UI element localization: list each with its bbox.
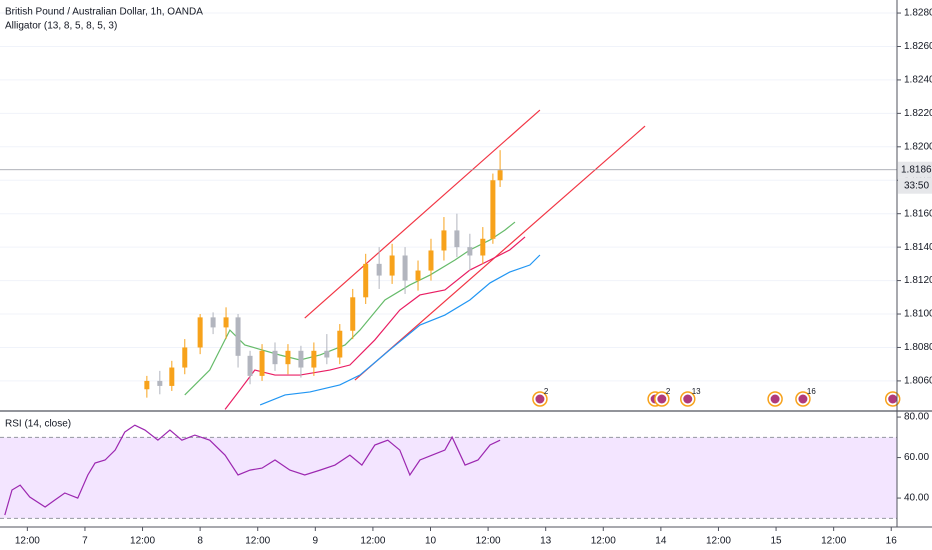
x-tick-label: 12:00 (476, 536, 501, 547)
x-tick-label: 12:00 (821, 536, 846, 547)
event-flag (770, 394, 780, 404)
candle-body (376, 263, 382, 276)
x-tick-label: 14 (655, 536, 667, 547)
countdown: 33:50 (904, 180, 929, 191)
candle-body (298, 350, 304, 368)
y-tick-label: 1.80600 (904, 376, 932, 387)
x-tick-label: 13 (540, 536, 552, 547)
x-tick-label: 12:00 (360, 536, 385, 547)
event-count: 16 (807, 387, 816, 396)
rsi-line (4, 424, 501, 516)
event-flag (683, 394, 693, 404)
candle-body (337, 330, 343, 358)
candle-body (182, 347, 188, 368)
y-tick-label: 1.82200 (904, 108, 932, 119)
chart-title: British Pound / Australian Dollar, 1h, O… (5, 7, 203, 18)
y-tick-label: 1.80800 (904, 342, 932, 353)
x-tick-label: 7 (82, 536, 88, 547)
candle-body (490, 180, 496, 239)
x-tick-label: 12:00 (245, 536, 270, 547)
candle-body (441, 230, 447, 251)
candle-body (428, 250, 434, 271)
event-flag (798, 394, 808, 404)
candle-body (144, 380, 150, 390)
event-flag (535, 394, 545, 404)
y-tick-label: 1.82000 (904, 141, 932, 152)
alligator-line (259, 254, 541, 406)
candle-body (389, 255, 395, 276)
candle-body (350, 297, 356, 331)
indicator-legend: Alligator (13, 8, 5, 8, 5, 3) (5, 21, 117, 32)
event-flag (888, 394, 898, 404)
candle-body (259, 350, 265, 376)
candle-body (197, 317, 203, 348)
candle-body (480, 238, 486, 256)
x-tick-label: 12:00 (15, 536, 40, 547)
candle-body (467, 247, 473, 256)
candle-body (363, 263, 369, 298)
x-tick-label: 12:00 (706, 536, 731, 547)
y-tick-label: 1.82600 (904, 41, 932, 52)
x-tick-label: 15 (770, 536, 782, 547)
price-label-box (898, 161, 932, 178)
x-tick-label: 12:00 (130, 536, 155, 547)
x-tick-label: 12:00 (591, 536, 616, 547)
candle-body (285, 350, 291, 365)
x-tick-label: 16 (886, 536, 898, 547)
y-tick-label: 60.00 (904, 452, 929, 463)
y-tick-label: 1.81000 (904, 309, 932, 320)
candle-body (497, 170, 503, 181)
candle-body (454, 230, 460, 248)
event-count: 13 (692, 387, 701, 396)
trend-line (354, 125, 646, 381)
candle-body (311, 350, 317, 368)
rsi-title: RSI (14, close) (5, 419, 71, 430)
rsi-band (0, 437, 897, 519)
candle-body (157, 380, 163, 386)
countdown-box (898, 177, 932, 194)
candle-body (169, 367, 175, 386)
event-count: 2 (544, 387, 549, 396)
candle-body (324, 350, 330, 358)
candle-body (415, 270, 421, 281)
y-tick-label: 1.82400 (904, 75, 932, 86)
event-count: 2 (666, 387, 671, 396)
y-tick-label: 80.00 (904, 412, 929, 423)
candle-body (210, 317, 216, 328)
candle-body (272, 350, 278, 365)
y-tick-label: 1.82800 (904, 8, 932, 19)
y-tick-label: 1.81400 (904, 242, 932, 253)
candle-body (402, 255, 408, 281)
candle-body (247, 355, 253, 376)
y-tick-label: 40.00 (904, 493, 929, 504)
x-tick-label: 10 (425, 536, 437, 547)
candle-body (235, 317, 241, 356)
y-tick-label: 1.81200 (904, 275, 932, 286)
event-flag (657, 394, 667, 404)
plot-layer: 1.82800 1.82600 1.82400 1.82200 1.82000 1.818… (0, 8, 932, 547)
x-tick-label: 8 (197, 536, 203, 547)
trend-line (304, 109, 541, 319)
y-tick-label: 1.81600 (904, 208, 932, 219)
x-tick-label: 9 (313, 536, 319, 547)
candle-body (223, 317, 229, 328)
